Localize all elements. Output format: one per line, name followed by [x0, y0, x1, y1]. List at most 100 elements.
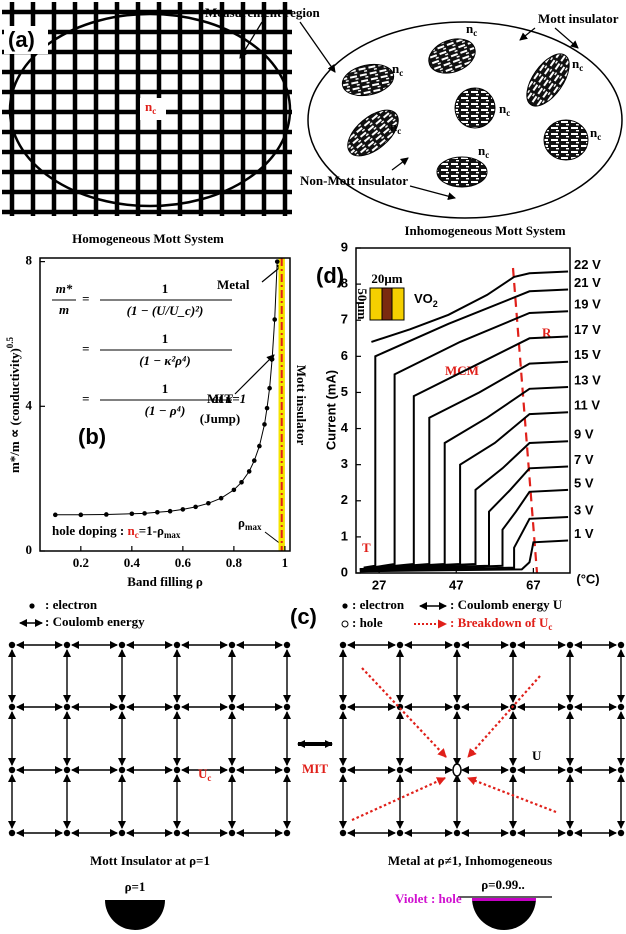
legend-label: 19 V	[574, 297, 601, 312]
electron	[566, 641, 574, 649]
inset-stripe	[369, 287, 383, 321]
eq-text: 1	[162, 281, 169, 296]
r-label: R	[542, 325, 552, 340]
data-point	[267, 385, 272, 391]
electron	[8, 641, 16, 649]
series-line	[55, 261, 278, 516]
breakdown-arrow	[467, 776, 557, 814]
y-axis-label: Current (mA)	[323, 370, 338, 450]
blob	[543, 119, 589, 161]
lattices	[8, 641, 625, 837]
label-bg	[140, 98, 166, 120]
data-point	[104, 512, 109, 517]
inset-width: 20μm	[371, 271, 402, 286]
x-tick-label: 27	[372, 577, 386, 592]
y-axis-label: m*/m ∝ (conductivity)0.5	[5, 336, 22, 473]
series-line	[359, 335, 569, 571]
data-point	[155, 509, 160, 515]
legend-label: 15 V	[574, 347, 601, 362]
electron	[396, 641, 404, 649]
fermi-sea	[472, 898, 536, 930]
non-mott-label: Non-Mott insulator	[300, 173, 408, 188]
data-point	[274, 259, 280, 264]
y-tick-label: 5	[341, 384, 348, 399]
legend-text: : Coulomb energy	[45, 614, 145, 629]
data-point	[167, 508, 173, 514]
electron	[63, 829, 71, 837]
y-tick-label: 7	[341, 312, 348, 327]
electron	[566, 829, 574, 837]
eq-text: (1 − (U/U_c)²)	[127, 303, 204, 318]
legend-label: 17 V	[574, 322, 601, 337]
nc-label: nc	[145, 99, 156, 116]
series-line	[359, 488, 569, 573]
x-tick-label: 0.8	[226, 555, 243, 570]
measurement-region: Measurement region	[205, 5, 320, 20]
series-line	[363, 288, 569, 569]
legend-label: 22 V	[574, 257, 601, 272]
eq-text: =	[82, 391, 89, 406]
blob	[341, 63, 395, 97]
electron	[339, 641, 347, 649]
data-point	[78, 512, 84, 518]
blob	[454, 87, 496, 129]
legend-label: 9 V	[574, 427, 594, 442]
electron	[173, 703, 181, 711]
y-tick-label: 0	[341, 564, 348, 579]
legend-text: : electron	[45, 597, 98, 612]
electron	[566, 703, 574, 711]
data-point	[53, 512, 58, 518]
legend-hole	[341, 620, 349, 628]
electron	[63, 766, 71, 774]
mit-label: MIT	[302, 761, 328, 776]
electron	[283, 703, 291, 711]
inset-stripe	[381, 287, 393, 321]
electron	[617, 829, 625, 837]
electron	[228, 829, 236, 837]
blobs	[341, 38, 589, 188]
nc-label: nc	[478, 143, 489, 160]
nc-label: nc	[572, 56, 583, 73]
caption: Homogeneous Mott System	[72, 231, 224, 246]
electron	[173, 829, 181, 837]
electron	[173, 641, 181, 649]
x-tick-label: 0.2	[73, 555, 89, 570]
electron	[617, 766, 625, 774]
nc-label: nc	[590, 125, 601, 142]
mit-label: MIT	[207, 391, 233, 406]
legend-text: : Coulomb energy U	[450, 597, 563, 612]
series-line	[359, 539, 569, 573]
data-point	[262, 422, 267, 427]
material: VO2	[414, 291, 438, 309]
x-axis-label: Band filling ρ	[127, 574, 203, 589]
y-tick-label: 9	[341, 239, 348, 254]
inset: 20μm 50μm VO2	[355, 271, 438, 321]
caption: Metal at ρ≠1, Inhomogeneous	[388, 853, 552, 868]
jump-label: (Jump)	[200, 411, 240, 426]
y-tick-label: 3	[341, 456, 348, 471]
electron	[566, 766, 574, 774]
electron	[617, 641, 625, 649]
measurement-ellipse	[8, 12, 292, 208]
nc-label: nc	[392, 61, 403, 78]
electron	[173, 766, 181, 774]
x-tick-label: 67	[526, 577, 540, 592]
data-point	[180, 507, 186, 512]
arrow	[519, 27, 536, 41]
legend-label: 1 V	[574, 526, 594, 541]
y-tick-label: 8	[26, 253, 33, 268]
data-point	[206, 500, 211, 506]
data-point	[269, 356, 275, 362]
caption: Inhomogeneous Mott System	[404, 223, 565, 238]
panel-label: (d)	[316, 263, 344, 288]
electron	[453, 829, 461, 837]
electron	[283, 829, 291, 837]
arrow	[554, 27, 579, 49]
electron	[118, 641, 126, 649]
x-tick-label: 0.4	[124, 555, 141, 570]
arrow	[409, 185, 456, 201]
blob	[347, 109, 399, 157]
electron	[283, 641, 291, 649]
panel-label: (b)	[78, 424, 106, 449]
electron	[63, 703, 71, 711]
